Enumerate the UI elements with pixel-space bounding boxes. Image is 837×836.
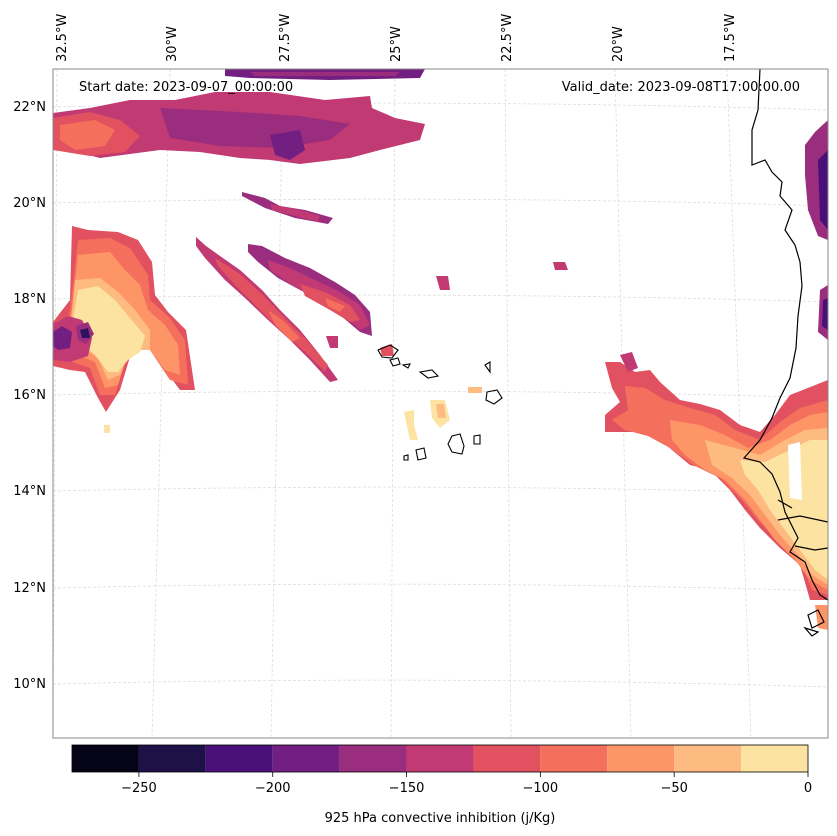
lat-label-14n: 14°N bbox=[13, 484, 46, 499]
colorbar-tick-label: −200 bbox=[255, 781, 291, 796]
colorbar-swatch bbox=[473, 745, 541, 772]
colorbar-swatch bbox=[339, 745, 407, 772]
lon-label-30w: 30°W bbox=[165, 26, 180, 62]
colorbar-tick-label: −50 bbox=[660, 781, 687, 796]
lat-label-18n: 18°N bbox=[13, 292, 46, 307]
cin-field-central-patches bbox=[380, 344, 482, 440]
colorbar-tick-label: −250 bbox=[121, 781, 157, 796]
lat-label-12n: 12°N bbox=[13, 581, 46, 596]
lat-label-10n: 10°N bbox=[13, 677, 46, 692]
lon-label-20w: 20°W bbox=[611, 26, 626, 62]
colorbar-swatch bbox=[272, 745, 340, 772]
colorbar-swatch bbox=[72, 745, 139, 772]
longitude-labels: 32.5°W 30°W 27.5°W 25°W 22.5°W 20°W 17.5… bbox=[55, 14, 738, 62]
lon-label-17-5w: 17.5°W bbox=[723, 14, 738, 62]
cin-field-strip-20n bbox=[242, 192, 333, 224]
colorbar-swatch bbox=[674, 745, 742, 772]
lat-label-22n: 22°N bbox=[13, 100, 46, 115]
colorbar-swatch bbox=[205, 745, 273, 772]
colorbar-tick-label: 0 bbox=[804, 781, 812, 796]
cin-field-north-band bbox=[53, 69, 425, 164]
colorbar-swatch bbox=[607, 745, 675, 772]
colorbar-outline bbox=[71, 744, 809, 773]
cin-field-east-coast bbox=[605, 120, 828, 630]
map-frame bbox=[52, 68, 829, 739]
colorbar-tick-label: −100 bbox=[523, 781, 559, 796]
cape-verde-islands bbox=[377, 344, 503, 461]
coastline bbox=[742, 69, 828, 637]
colorbar-swatch bbox=[741, 745, 808, 772]
lat-label-20n: 20°N bbox=[13, 196, 46, 211]
colorbar-ticks: −250 −200 −150 −100 −50 0 bbox=[121, 772, 812, 796]
valid-date-label: Valid_date: 2023-09-08T17:00:00.00 bbox=[562, 80, 800, 95]
cin-field-west-blob bbox=[53, 226, 195, 433]
colorbar-title: 925 hPa convective inhibition (j/Kg) bbox=[325, 811, 556, 826]
colorbar-swatches bbox=[72, 745, 808, 772]
latitude-labels: 22°N 20°N 18°N 16°N 14°N 12°N 10°N bbox=[13, 100, 46, 692]
colorbar: −250 −200 −150 −100 −50 0 925 hPa convective … bbox=[71, 744, 812, 826]
colorbar-swatch bbox=[138, 745, 206, 772]
start-date-label: Start date: 2023-09-07_00:00:00 bbox=[79, 80, 293, 95]
colorbar-swatch bbox=[540, 745, 608, 772]
lon-label-22-5w: 22.5°W bbox=[500, 14, 515, 62]
cin-field-diagonal-strip-2 bbox=[248, 244, 568, 336]
lon-label-27-5w: 27.5°W bbox=[278, 14, 293, 62]
map-plot-area bbox=[53, 69, 828, 738]
lon-label-25w: 25°W bbox=[389, 26, 404, 62]
colorbar-tick-label: −150 bbox=[389, 781, 425, 796]
lon-label-32-5w: 32.5°W bbox=[55, 14, 70, 62]
cin-field-diagonal-strip-1 bbox=[196, 237, 338, 382]
lat-label-16n: 16°N bbox=[13, 388, 46, 403]
colorbar-swatch bbox=[406, 745, 474, 772]
